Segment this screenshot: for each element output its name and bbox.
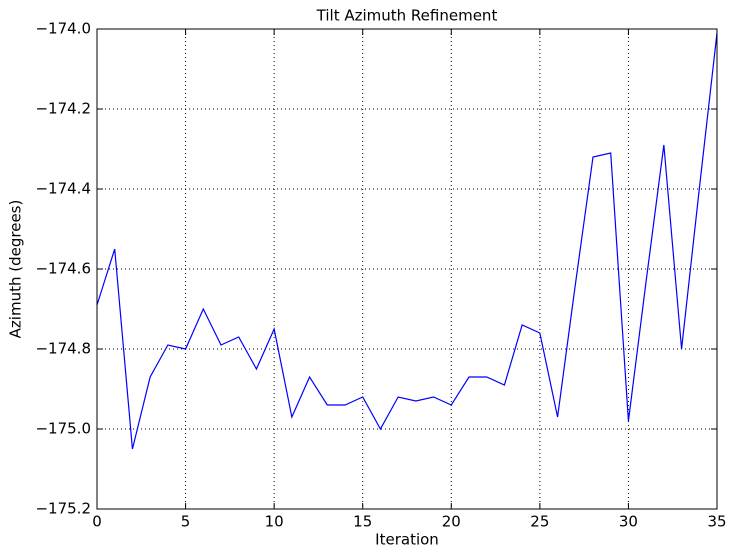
y-axis-label: Azimuth (degrees) [7,200,25,339]
y-tick-label: −174.2 [35,100,91,118]
x-tick-label: 0 [92,513,102,531]
y-tick-label: −175.0 [35,420,91,438]
x-tick-label: 5 [181,513,191,531]
x-tick-label: 35 [707,513,726,531]
plot-frame [96,28,718,510]
x-tick-label: 25 [530,513,549,531]
x-tick-label: 15 [353,513,372,531]
chart-title: Tilt Azimuth Refinement [316,7,498,25]
data-line [96,32,718,450]
x-tick-label: 20 [442,513,461,531]
y-tick-label: −174.6 [35,260,91,278]
y-tick-label: −174.8 [35,340,91,358]
x-tick-label: 10 [265,513,284,531]
y-tick-label: −174.4 [35,180,91,198]
y-tick-label: −174.0 [35,20,91,38]
y-tick-label: −175.2 [35,500,91,518]
x-axis-label: Iteration [375,531,439,549]
x-tick-label: 30 [619,513,638,531]
